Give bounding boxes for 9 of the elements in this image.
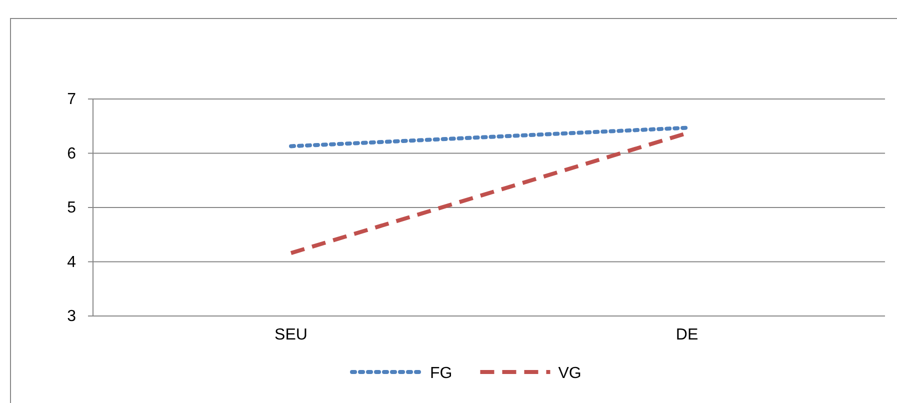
y-tick-label: 6 <box>67 145 76 162</box>
y-tick-label: 5 <box>67 200 76 217</box>
y-tick-label: 7 <box>67 91 76 108</box>
y-tick-label: 4 <box>67 254 76 271</box>
x-tick-label: SEU <box>274 326 308 344</box>
y-tick-label: 3 <box>67 308 76 326</box>
legend-label: VG <box>558 365 582 382</box>
legend-label: FG <box>430 365 452 382</box>
x-tick-label: DE <box>676 326 698 344</box>
